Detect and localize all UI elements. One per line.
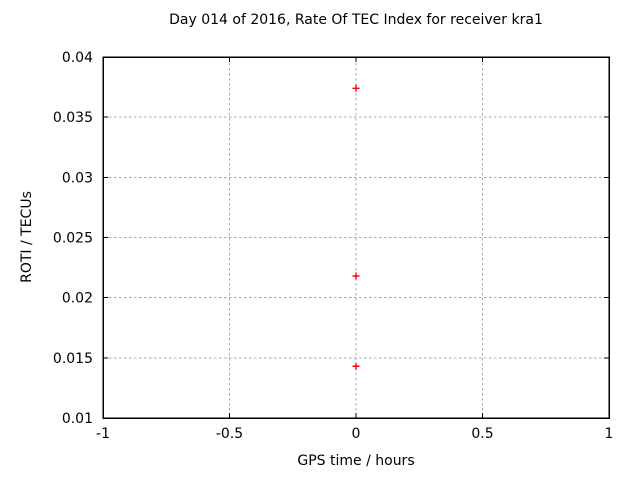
plot-frame	[102, 56, 610, 419]
x-axis-label: GPS time / hours	[297, 453, 415, 469]
y-tick-label: 0.02	[62, 291, 93, 307]
y-tick-label: 0.015	[53, 351, 93, 367]
data-point-marker	[352, 272, 360, 280]
y-tick-label: 0.04	[62, 50, 93, 66]
x-tick-label: 0.5	[471, 426, 493, 442]
y-tick-label: 0.025	[53, 231, 93, 247]
data-point-marker	[352, 84, 360, 92]
x-tick-label: -0.5	[216, 426, 243, 442]
chart-title: Day 014 of 2016, Rate Of TEC Index for r…	[169, 12, 543, 28]
x-tick-label: -1	[96, 426, 110, 442]
y-tick-label: 0.03	[62, 170, 93, 186]
y-tick-label: 0.035	[53, 110, 93, 126]
y-tick-label: 0.01	[62, 411, 93, 427]
data-point-marker	[352, 362, 360, 370]
x-tick-label: 0	[352, 426, 361, 442]
x-tick-label: 1	[605, 426, 614, 442]
